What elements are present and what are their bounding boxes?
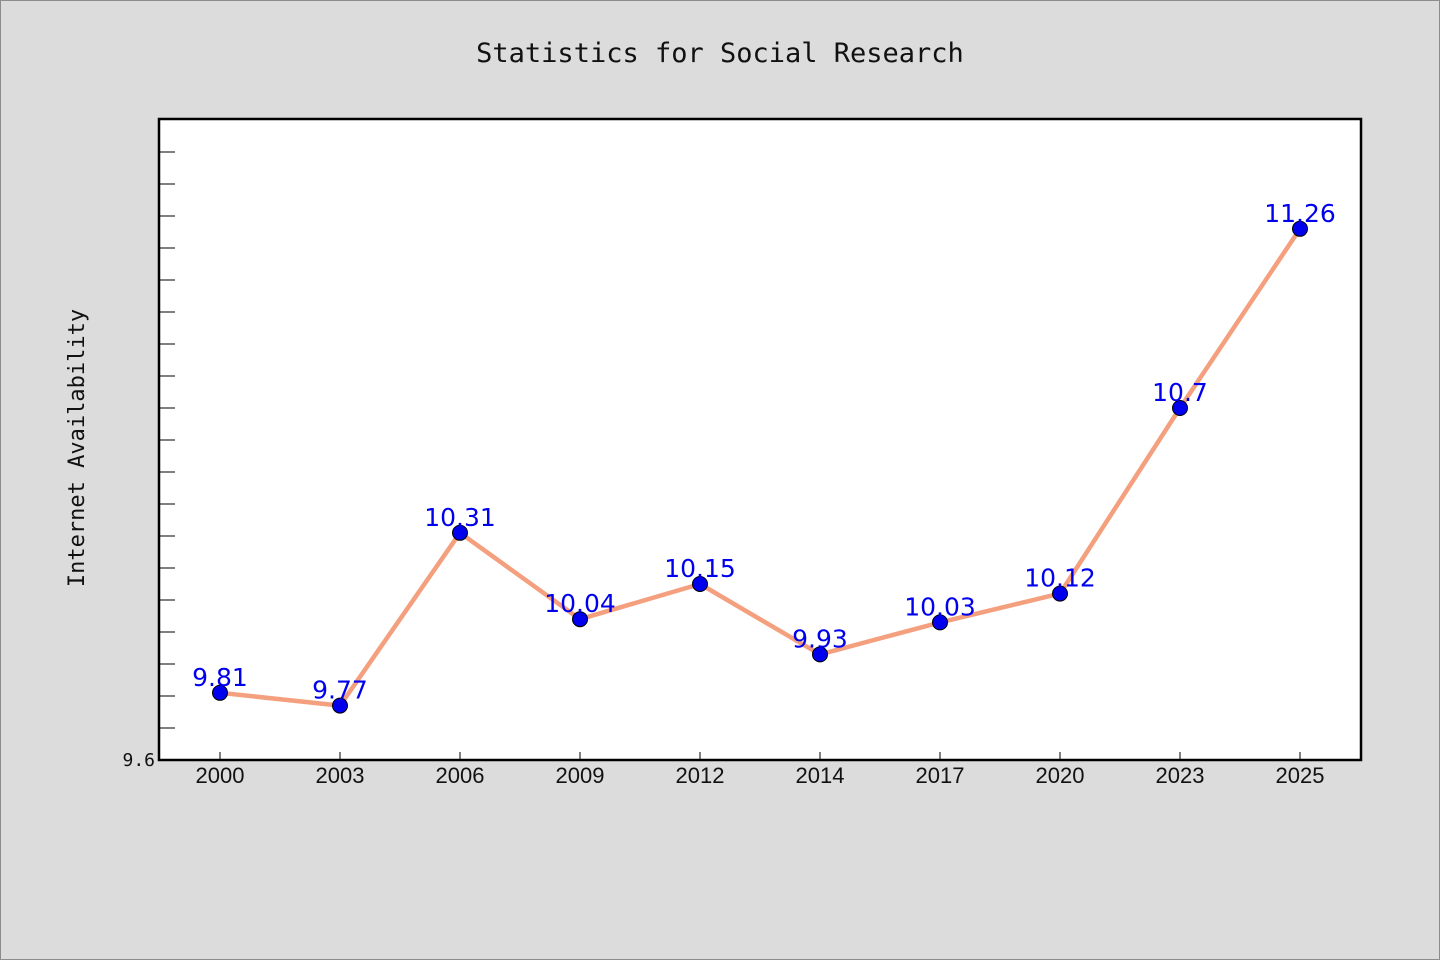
- x-axis-ticks: 2000 2003 2006 2009 2012 2014 2017 2020 2023 2025: [196, 752, 1325, 788]
- data-point: [812, 646, 828, 663]
- series-line: [217, 226, 1303, 708]
- x-tick-label: 2017: [916, 763, 965, 788]
- x-tick-label: 2014: [796, 763, 845, 788]
- x-tick-label: 2000: [196, 763, 245, 788]
- data-point: [692, 576, 708, 592]
- chart-title: Statistics for Social Research: [476, 38, 964, 69]
- data-point: [1052, 585, 1068, 602]
- x-tick-label: 2006: [436, 763, 485, 788]
- data-point: [212, 684, 228, 701]
- x-tick-label: 2003: [316, 763, 365, 788]
- data-label: 10.31: [424, 503, 496, 532]
- x-tick-label: 2009: [556, 763, 605, 788]
- plot-area: [157, 117, 1363, 762]
- data-point: [1292, 220, 1308, 237]
- data-point: [932, 614, 948, 631]
- x-tick-label: 2020: [1036, 763, 1085, 788]
- x-tick-label: 2023: [1156, 763, 1205, 788]
- x-tick-label: 2025: [1276, 763, 1325, 788]
- data-label: 9.81: [192, 663, 248, 692]
- data-point: [332, 697, 348, 714]
- y-axis-label: Internet Availability: [65, 309, 90, 587]
- data-label: 9.93: [792, 624, 848, 653]
- series-layer: [212, 220, 1308, 714]
- x-tick-label: 2012: [676, 763, 725, 788]
- data-label: 9.77: [312, 676, 368, 705]
- data-label: 10.15: [664, 554, 736, 583]
- data-point: [1172, 400, 1188, 416]
- y-tick-label: 9.6: [122, 750, 155, 771]
- data-point: [572, 611, 588, 628]
- data-label: 10.12: [1024, 564, 1096, 593]
- data-label: 10.7: [1152, 378, 1208, 407]
- data-point: [452, 524, 468, 541]
- data-label: 10.04: [544, 589, 616, 618]
- y-axis-ticks: 9.6: [122, 151, 175, 771]
- data-label: 10.03: [904, 592, 976, 621]
- data-labels: 9.81 9.77 10.31 10.04 10.15 9.93 10.03 10.12 10.…: [192, 199, 1336, 705]
- data-label: 11.26: [1264, 199, 1336, 228]
